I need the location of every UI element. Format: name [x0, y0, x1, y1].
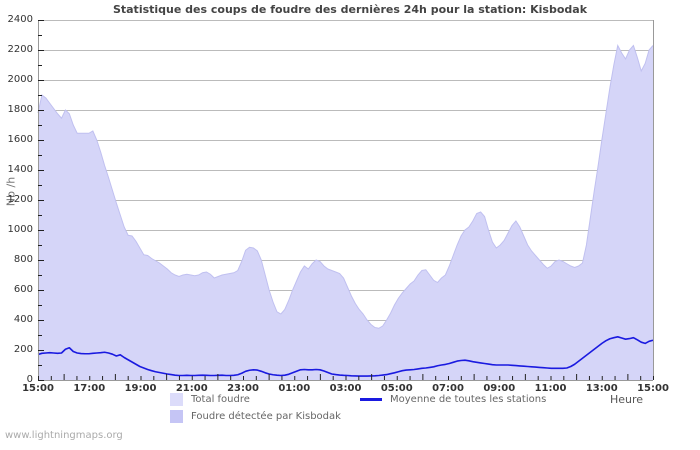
x-tick-label: 21:00	[175, 383, 208, 394]
source-url: www.lightningmaps.org	[5, 430, 123, 441]
x-axis-label: Heure	[610, 393, 644, 406]
x-tick-label: 01:00	[278, 383, 311, 394]
y-tick-label: 1200	[7, 194, 33, 205]
y-tick-label: 200	[13, 344, 33, 355]
x-tick-label: 15:00	[22, 383, 54, 394]
area-series-edge	[37, 44, 654, 329]
y-tick-label: 2200	[7, 44, 33, 55]
x-tick-label: 23:00	[227, 383, 259, 394]
legend-item-total-foudre: Total foudre	[170, 392, 250, 406]
x-tick-label: 05:00	[380, 383, 413, 394]
y-tick-label: 1000	[7, 224, 33, 235]
x-tick-label: 13:00	[585, 383, 618, 394]
x-tick-label: 03:00	[329, 383, 362, 394]
x-tick-label: 15:00	[637, 383, 669, 394]
chart-legend: Total foudre Foudre détectée par Kisboda…	[170, 392, 630, 426]
y-tick-label: 1400	[7, 164, 33, 175]
legend-item-moyenne: Moyenne de toutes les stations	[360, 392, 546, 406]
y-tick-label: 0	[26, 374, 33, 385]
y-tick-label: 2000	[7, 74, 33, 85]
legend-swatch-icon	[170, 392, 183, 406]
legend-label: Total foudre	[191, 393, 250, 405]
x-tick-label: 17:00	[73, 383, 106, 394]
legend-label: Foudre détectée par Kisbodak	[191, 410, 341, 422]
y-tick-label: 1800	[7, 104, 33, 115]
y-tick-label: 600	[13, 284, 33, 295]
y-tick-label: 1600	[7, 134, 33, 145]
y-tick-label: 800	[13, 254, 33, 265]
x-tick-label: 11:00	[534, 383, 567, 394]
legend-line-icon	[360, 397, 382, 401]
area-series-total-foudre	[38, 45, 653, 380]
line-series-moyenne	[37, 336, 654, 377]
x-tick-label: 07:00	[432, 383, 464, 394]
legend-swatch-icon	[170, 409, 183, 423]
x-tick-label: 19:00	[124, 383, 157, 394]
legend-item-foudre-detectee: Foudre détectée par Kisbodak	[170, 409, 341, 423]
x-tick-label: 09:00	[483, 383, 516, 394]
legend-label: Moyenne de toutes les stations	[390, 393, 547, 405]
y-tick-label: 400	[13, 314, 33, 325]
y-tick-label: 2400	[7, 14, 33, 25]
page-title: Statistique des coups de foudre des dern…	[112, 3, 588, 16]
